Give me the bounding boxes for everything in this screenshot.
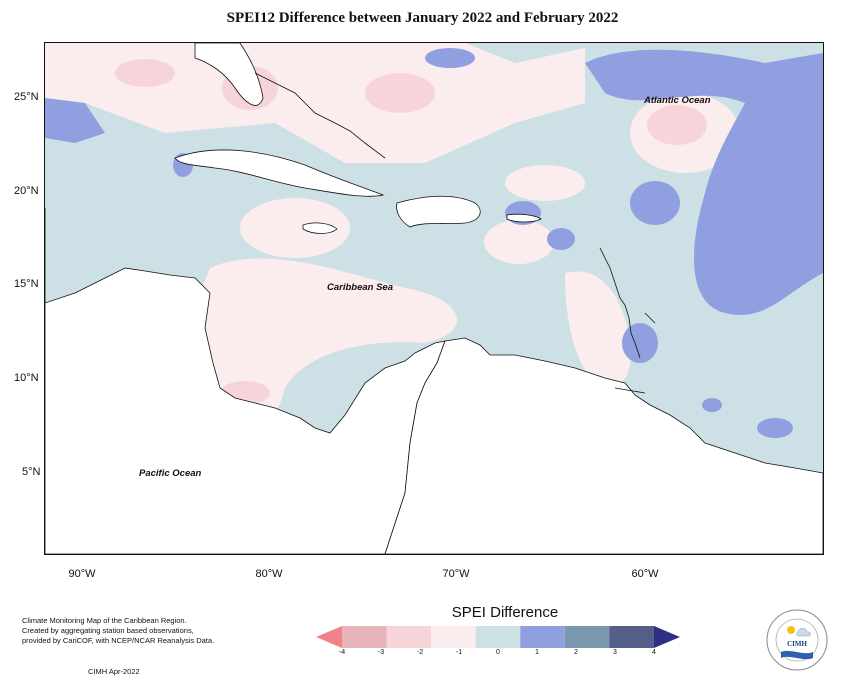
credits-date: CIMH Apr-2022	[88, 667, 140, 676]
legend-swatch	[520, 626, 565, 648]
label-caribbean-sea: Caribbean Sea	[327, 282, 393, 293]
legend-swatch	[609, 626, 654, 648]
legend-swatch	[475, 626, 521, 648]
wave-icon	[781, 650, 813, 660]
lat-label-10n: 10°N	[14, 372, 39, 384]
map-canvas: Atlantic Ocean Caribbean Sea Pacific Oce…	[45, 43, 823, 554]
legend-tick-label: 4	[652, 649, 656, 656]
lon-label-60w: 60°W	[631, 568, 659, 580]
legend-arrow-right	[654, 626, 680, 648]
map-title: SPEI12 Difference between January 2022 a…	[226, 10, 619, 26]
legend-tick-label: -1	[455, 649, 463, 656]
lon-label-70w: 70°W	[442, 568, 470, 580]
sun-icon	[787, 626, 795, 634]
lat-label-20n: 20°N	[14, 185, 39, 197]
cloud-icon	[796, 628, 811, 637]
label-atlantic-ocean: Atlantic Ocean	[643, 95, 711, 106]
lon-label-90w: 90°W	[68, 568, 96, 580]
legend-tick-label: 0	[496, 649, 500, 656]
logo-inner	[775, 618, 819, 662]
legend-swatch	[386, 626, 432, 648]
lon-label-80w: 80°W	[255, 568, 283, 580]
legend-tick-label: 2	[574, 649, 578, 656]
lat-label-5n: 5°N	[22, 466, 41, 478]
legend-tick-label: -3	[377, 649, 385, 656]
cimh-logo: CIMH	[766, 609, 828, 671]
land-masses	[45, 43, 823, 554]
legend-swatch	[564, 626, 610, 648]
legend-swatch	[431, 626, 476, 648]
legend-tick-label: -4	[338, 649, 346, 656]
credits-block: Climate Monitoring Map of the Caribbean …	[22, 616, 242, 646]
legend-tick-label: 3	[613, 649, 617, 656]
legend-colorbar	[316, 626, 680, 648]
legend-title: SPEI Difference	[451, 604, 559, 621]
credits-line-2: Created by aggregating station based obs…	[22, 626, 194, 635]
label-pacific-ocean: Pacific Ocean	[139, 468, 202, 479]
legend-arrow-left	[316, 626, 342, 648]
legend-tick-label: -2	[416, 649, 424, 656]
credits-line-1: Climate Monitoring Map of the Caribbean …	[22, 616, 187, 625]
logo-text: CIMH	[787, 640, 807, 648]
spei-plus1-regions	[45, 48, 823, 438]
lesser-antilles	[254, 72, 656, 394]
lat-label-15n: 15°N	[14, 278, 39, 290]
legend-swatch	[342, 626, 387, 648]
credits-line-3: provided by CariCOF, with NCEP/NCAR Rean…	[22, 636, 215, 645]
map-panel: Atlantic Ocean Caribbean Sea Pacific Oce…	[44, 42, 824, 555]
legend-tick-label: 1	[535, 649, 539, 656]
lat-label-25n: 25°N	[14, 91, 39, 103]
